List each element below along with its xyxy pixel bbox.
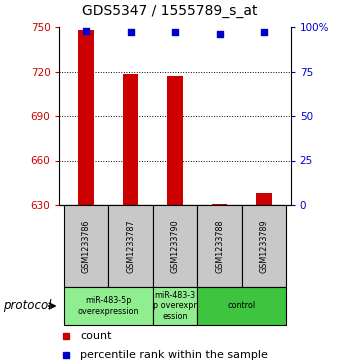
Bar — [212, 204, 227, 205]
Text: GDS5347 / 1555789_s_at: GDS5347 / 1555789_s_at — [82, 4, 258, 18]
Bar — [123, 74, 138, 205]
Text: count: count — [80, 331, 112, 340]
Text: GSM1233786: GSM1233786 — [82, 219, 91, 273]
Point — [128, 29, 133, 35]
Text: protocol: protocol — [3, 299, 52, 313]
Bar — [256, 193, 272, 205]
Point — [261, 29, 267, 35]
Text: GSM1233787: GSM1233787 — [126, 219, 135, 273]
Text: percentile rank within the sample: percentile rank within the sample — [80, 350, 268, 360]
Bar — [167, 76, 183, 205]
Bar — [153, 287, 197, 325]
Text: GSM1233788: GSM1233788 — [215, 219, 224, 273]
Text: miR-483-3
p overexpr
ession: miR-483-3 p overexpr ession — [153, 291, 197, 321]
Text: GSM1233789: GSM1233789 — [259, 219, 269, 273]
Bar — [64, 205, 108, 287]
Bar — [197, 205, 242, 287]
Bar — [108, 205, 153, 287]
Bar — [242, 205, 286, 287]
Point — [217, 31, 222, 37]
Point — [172, 29, 178, 35]
Text: control: control — [228, 302, 256, 310]
Bar — [79, 30, 94, 205]
Text: GSM1233790: GSM1233790 — [171, 219, 180, 273]
Bar — [197, 287, 286, 325]
Bar — [64, 287, 153, 325]
Bar — [153, 205, 197, 287]
Text: miR-483-5p
overexpression: miR-483-5p overexpression — [78, 296, 139, 316]
Point — [83, 28, 89, 33]
